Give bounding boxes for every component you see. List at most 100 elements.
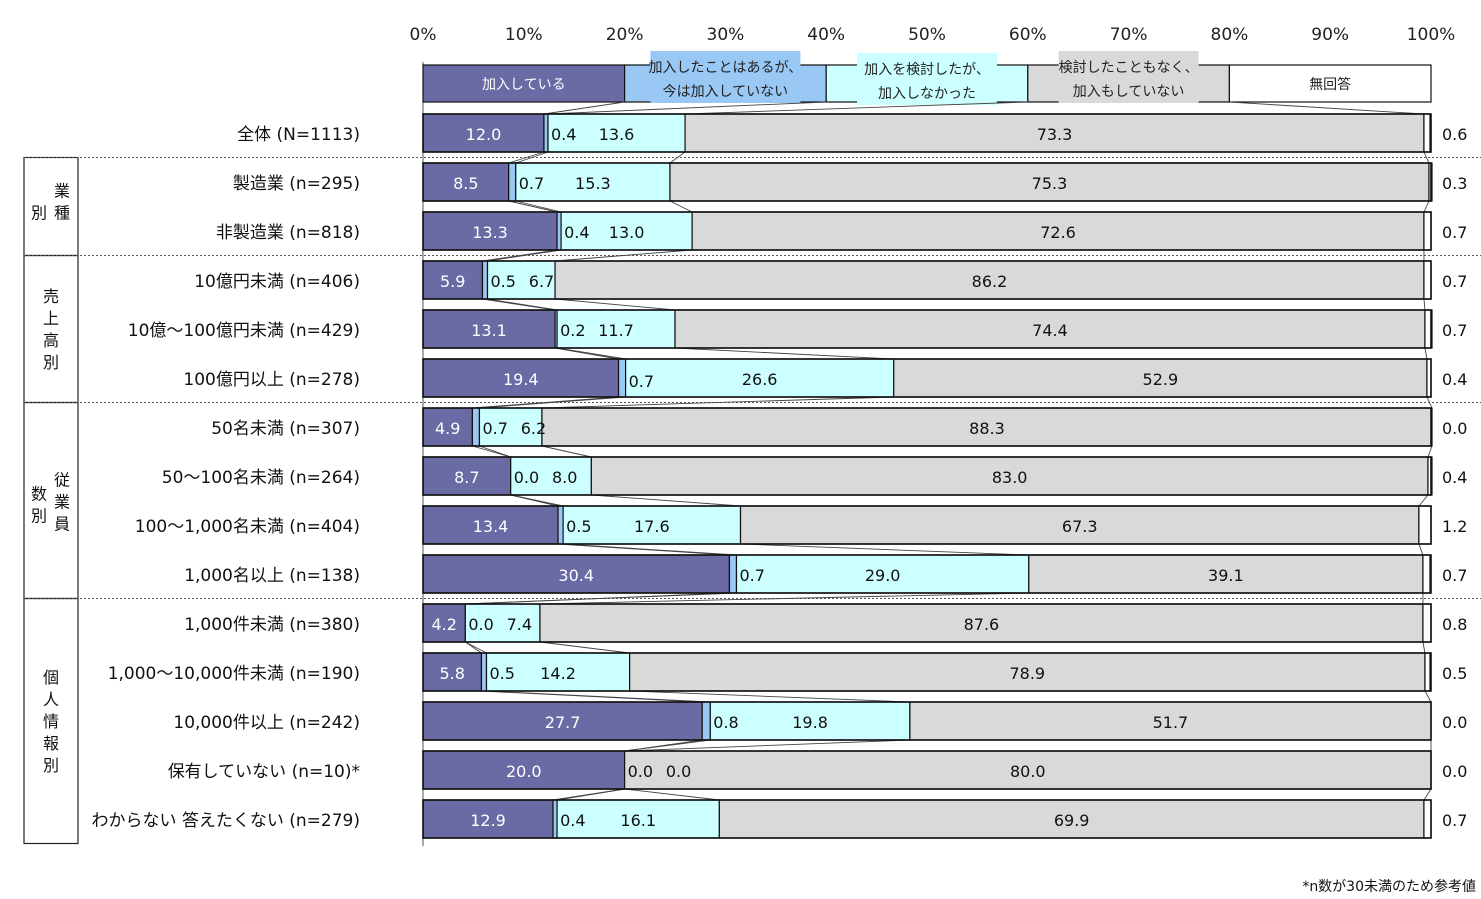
bar-segment (486, 260, 556, 300)
group-box (23, 254, 79, 404)
group-box (23, 597, 79, 845)
x-tick-label: 30% (707, 25, 745, 45)
data-label: 16.1 (620, 811, 656, 830)
group-label: 業種別 (31, 182, 70, 223)
data-label: 51.7 (1153, 713, 1189, 732)
connector-line (541, 396, 894, 409)
data-label: 0.7 (1442, 223, 1467, 242)
bar-segment (554, 260, 1425, 300)
data-label: 52.9 (1143, 370, 1179, 389)
data-label: 13.4 (473, 517, 509, 536)
bar-segment (552, 799, 558, 839)
row-label: わからない 答えたくない (n=279) (91, 811, 360, 831)
bar-segment (422, 505, 559, 545)
row-label: 100～1,000名未満 (n=404) (135, 517, 360, 537)
bar-segment (669, 162, 1430, 202)
legend-entry-label: 加入を検討したが、 (864, 62, 990, 78)
bar-row: 10億円未満 (n=406) 5.9 0.5 6.7 86.2 0.7 (194, 260, 1467, 300)
connector-line (563, 543, 737, 556)
x-tick-label: 20% (606, 25, 644, 45)
connector-line (1423, 151, 1430, 164)
data-label: 0.4 (564, 223, 589, 242)
data-label: 0.0 (628, 762, 653, 781)
bar-segment (629, 652, 1426, 692)
bar-row: 1,000～10,000件未満 (n=190) 5.8 0.5 14.2 78.9 0.5 (108, 652, 1467, 692)
data-label: 80.0 (1010, 762, 1046, 781)
data-label: 0.5 (1442, 664, 1467, 683)
bar-outline (422, 701, 1432, 741)
connector-line (669, 200, 693, 213)
connector-line (515, 151, 549, 164)
row-label: 1,000名以上 (n=138) (184, 566, 360, 586)
x-tick-label: 0% (410, 25, 437, 45)
connector-line (539, 641, 630, 654)
data-label: 27.7 (545, 713, 581, 732)
data-label: 13.3 (472, 223, 508, 242)
bar-segment (422, 358, 620, 398)
legend-label-box (857, 53, 997, 105)
bar-row: 10億～100億円未満 (n=429) 13.1 0.2 11.7 74.4 0.7 (128, 309, 1467, 349)
row-label: 50～100名未満 (n=264) (162, 468, 360, 488)
connector-line (669, 151, 686, 164)
connector-line (465, 592, 737, 605)
bar-row: 10,000件以上 (n=242) 27.7 0.8 19.8 51.7 0.0 (173, 701, 1467, 741)
svg-text:上: 上 (43, 309, 59, 328)
data-label: 15.3 (575, 174, 611, 193)
connector-line (555, 298, 676, 311)
data-label: 0.0 (514, 468, 539, 487)
bar-row: 製造業 (n=295) 8.5 0.7 15.3 75.3 0.3 (233, 162, 1467, 202)
bar-row: 50～100名未満 (n=264) 8.7 0.0 8.0 83.0 0.4 (162, 456, 1467, 496)
row-label: 保有していない (n=10)* (168, 762, 360, 782)
bar-segment (739, 505, 1420, 545)
x-tick-label: 100% (1407, 25, 1456, 45)
bar-segment (1028, 554, 1424, 594)
row-label: 全体 (N=1113) (237, 125, 360, 145)
data-label: 12.0 (466, 125, 502, 144)
data-label: 5.9 (440, 272, 465, 291)
connector-line (1423, 200, 1430, 213)
data-label: 0.8 (713, 713, 738, 732)
connector-line (685, 101, 1028, 115)
connector-line (624, 788, 720, 801)
bar-rows: 全体 (N=1113) 12.0 0.4 13.6 73.3 0.6 製造業 (n=295)… (91, 113, 1467, 839)
data-label: 0.5 (566, 517, 591, 536)
data-label: 13.6 (599, 125, 635, 144)
bar-segment (617, 358, 627, 398)
connector-line (1423, 298, 1426, 311)
bar-segment (701, 701, 711, 741)
data-label: 0.5 (491, 272, 516, 291)
data-label: 0.7 (1442, 566, 1467, 585)
data-label: 13.1 (471, 321, 507, 340)
connector-line (629, 690, 910, 703)
connector-line (487, 249, 562, 262)
data-label: 0.7 (739, 566, 764, 585)
row-label: 1,000件未満 (n=380) (184, 615, 360, 635)
data-label: 7.4 (507, 615, 532, 634)
row-label: 非製造業 (n=818) (216, 223, 360, 243)
x-tick-label: 10% (505, 25, 543, 45)
bar-segment (1423, 113, 1431, 153)
data-label: 6.7 (529, 272, 554, 291)
series-connectors (465, 101, 1433, 801)
data-label: 0.0 (1442, 713, 1467, 732)
bar-segment (562, 505, 742, 545)
row-label: 10億円未満 (n=406) (194, 272, 360, 292)
data-label: 75.3 (1032, 174, 1068, 193)
data-label: 0.0 (468, 615, 493, 634)
data-label: 17.6 (634, 517, 670, 536)
connector-line (510, 494, 564, 507)
bar-segment (691, 211, 1425, 251)
svg-text:別: 別 (43, 353, 59, 372)
connector-line (547, 101, 827, 115)
data-label: 0.0 (1442, 762, 1467, 781)
data-label: 0.7 (1442, 811, 1467, 830)
data-label: 0.4 (560, 811, 585, 830)
data-label: 26.6 (742, 370, 778, 389)
bar-segment (480, 652, 488, 692)
x-tick-label: 40% (807, 25, 845, 45)
legend-entry-label: 検討したこともなく、 (1059, 60, 1199, 76)
bar-segment (541, 407, 1433, 447)
connector-line (482, 249, 558, 262)
